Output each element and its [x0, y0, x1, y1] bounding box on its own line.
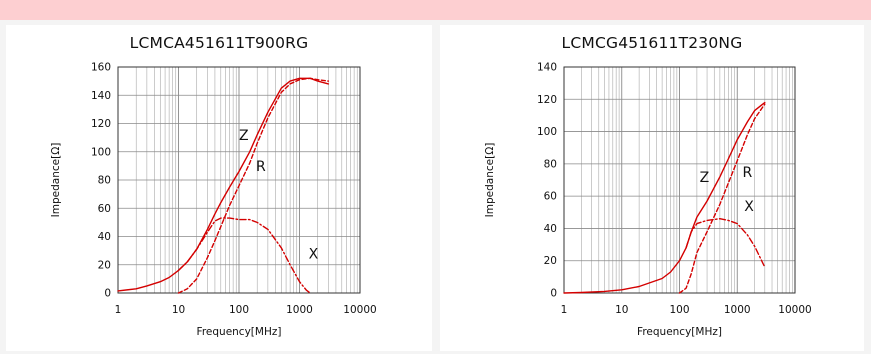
x-tick-label: 1	[561, 304, 568, 316]
x-tick-label: 10000	[343, 304, 376, 316]
header-band	[0, 0, 871, 20]
x-tick-label: 10000	[778, 304, 811, 316]
series-z-line	[117, 77, 330, 292]
curve-label-r: R	[256, 159, 266, 175]
chart-panel-left: LCMCA451611T900RG 0 20 40 60 80 100 120 140 160 1…	[6, 25, 432, 351]
y-tick-label: 60	[544, 191, 557, 203]
chart-title: LCMCG451611T230NG	[561, 34, 743, 52]
y-tick-label: 160	[91, 62, 111, 74]
y-tick-label: 100	[537, 126, 557, 138]
impedance-chart-left: 0 20 40 60 80 100 120 140 160 1 10 100 1000 10000 Freq…	[50, 62, 377, 339]
x-tick-label: 10	[615, 304, 628, 316]
series-r-line	[177, 77, 330, 294]
y-tick-label: 80	[98, 175, 111, 187]
curve-label-r: R	[743, 165, 753, 181]
y-tick-label: 140	[91, 90, 111, 102]
x-axis-label: Frequency[MHz]	[637, 326, 722, 338]
y-axis-label: Impedance[Ω]	[50, 143, 62, 218]
x-tick-label: 100	[229, 304, 249, 316]
plot-frame	[117, 66, 361, 294]
y-tick-label: 60	[98, 203, 111, 215]
y-tick-label: 20	[544, 255, 557, 267]
y-axis-label: Impedance[Ω]	[484, 143, 496, 218]
series-r-line	[678, 103, 766, 294]
y-tick-label: 140	[537, 62, 557, 74]
x-tick-label: 10	[172, 304, 185, 316]
x-tick-label: 1000	[724, 304, 751, 316]
curve-label-x: X	[744, 199, 754, 215]
y-tick-label: 20	[98, 259, 111, 271]
series-x-line	[685, 217, 766, 268]
curve-label-z: Z	[239, 128, 249, 144]
y-tick-label: 40	[98, 231, 111, 243]
y-tick-label: 120	[537, 94, 557, 106]
curve-label-x: X	[309, 246, 319, 262]
x-tick-label: 1000	[286, 304, 313, 316]
y-tick-label: 0	[104, 288, 111, 300]
impedance-chart-right: 0 20 40 60 80 100 120 140 1 10 100 1000 10000 Frequen…	[484, 62, 812, 339]
x-axis-label: Frequency[MHz]	[197, 326, 282, 338]
chart-title: LCMCA451611T900RG	[129, 34, 309, 52]
x-tick-label: 100	[669, 304, 689, 316]
y-tick-label: 100	[91, 146, 111, 158]
curve-label-z: Z	[700, 170, 710, 186]
chart-panel-right: LCMCG451611T230NG 0 20 40 60 80 100 120 140 1 10 1…	[440, 25, 864, 351]
y-tick-label: 80	[544, 158, 557, 170]
y-tick-label: 0	[550, 288, 557, 300]
x-tick-label: 1	[115, 304, 122, 316]
y-tick-label: 120	[91, 118, 111, 130]
y-tick-label: 40	[544, 223, 557, 235]
series-x-line	[177, 217, 311, 294]
